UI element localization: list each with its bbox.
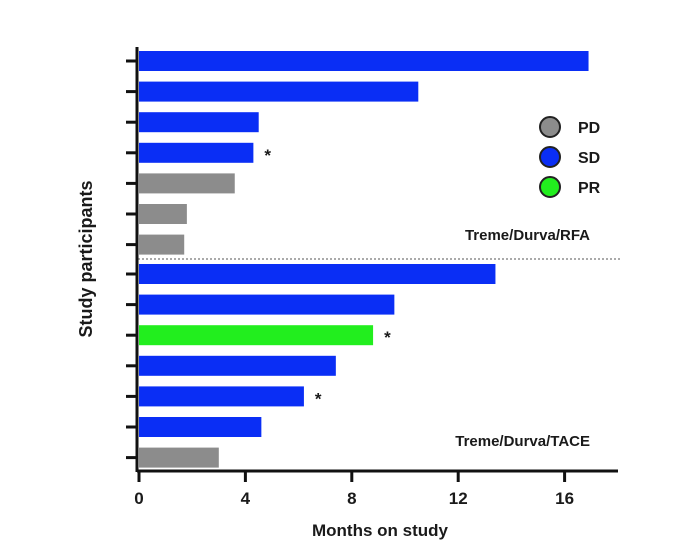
y-axis-title: Study participants xyxy=(76,180,96,337)
bar-sd-g2-6 xyxy=(139,417,262,437)
group-label-tace: Treme/Durva/TACE xyxy=(455,433,590,450)
bar-annotation-asterisk: * xyxy=(264,146,271,165)
x-axis-title: Months on study xyxy=(312,521,449,540)
bar-annotation-asterisk: * xyxy=(384,328,391,347)
bar-pd-g1-6 xyxy=(139,204,187,224)
legend-pr-swatch xyxy=(539,176,561,198)
bars-layer: * * * xyxy=(139,51,589,468)
x-tick-label: 8 xyxy=(347,489,356,508)
bar-pd-g1-7 xyxy=(139,234,185,255)
group-label-rfa: Treme/Durva/RFA xyxy=(465,227,590,244)
x-tick-label: 12 xyxy=(449,489,468,508)
legend-pd-swatch xyxy=(539,116,561,138)
bar-annotation-asterisk: * xyxy=(315,389,322,408)
bar-sd-g2-1 xyxy=(139,264,496,284)
bar-pd-g2-7 xyxy=(139,447,219,468)
x-tick-label: 16 xyxy=(555,489,574,508)
legend: PD SD PR xyxy=(539,116,601,198)
legend-pr-label: PR xyxy=(578,180,601,197)
legend-pd-label: PD xyxy=(578,120,600,137)
bar-pd-g1-5 xyxy=(139,173,235,194)
ticks-layer: 0 4 8 12 16 xyxy=(126,59,574,508)
bar-sd-g1-1 xyxy=(139,51,589,71)
x-tick-label: 4 xyxy=(241,489,251,508)
bar-sd-g1-2 xyxy=(139,81,419,102)
bar-sd-g1-3 xyxy=(139,112,259,133)
bar-sd-g2-4 xyxy=(139,355,336,376)
bar-sd-g2-2 xyxy=(139,294,395,315)
legend-sd-swatch xyxy=(539,146,561,168)
bar-pr-g2-3 xyxy=(139,325,374,346)
legend-sd-label: SD xyxy=(578,150,600,167)
bar-sd-g2-5 xyxy=(139,386,304,407)
x-tick-label: 0 xyxy=(134,489,143,508)
bar-sd-g1-4 xyxy=(139,142,254,163)
